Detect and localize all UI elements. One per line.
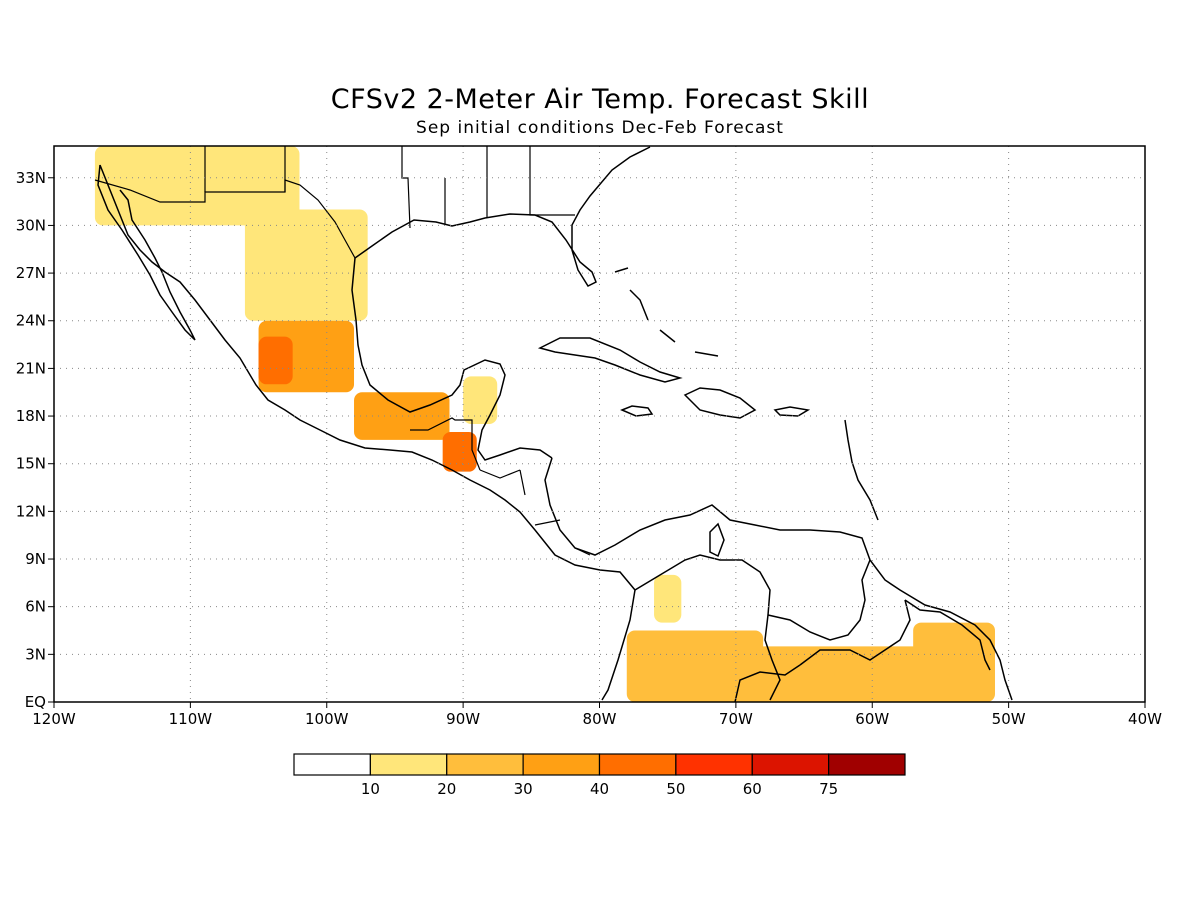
skill-region-sierra-madre-west bbox=[258, 336, 293, 385]
skill-region-northwest-mexico bbox=[94, 146, 300, 226]
skill-region-amazon-west bbox=[626, 630, 764, 702]
x-tick-label: 120W bbox=[32, 710, 76, 728]
colorbar-label: 10 bbox=[361, 780, 380, 798]
colorbar-swatch bbox=[446, 753, 524, 776]
skill-region-yucatan bbox=[463, 376, 498, 424]
colorbar-swatch bbox=[751, 753, 830, 776]
x-tick-label: 40W bbox=[1128, 710, 1162, 728]
colorbar-swatch bbox=[369, 753, 448, 776]
colorbar-label: 75 bbox=[819, 780, 838, 798]
y-tick-label: EQ bbox=[25, 693, 46, 711]
x-tick-label: 60W bbox=[855, 710, 889, 728]
map-title: CFSv2 2-Meter Air Temp. Forecast Skill bbox=[330, 84, 870, 115]
coastlines bbox=[97, 146, 1013, 702]
colorbar: 10 20 30 40 50 60 75 bbox=[293, 753, 906, 798]
y-tick-label: 21N bbox=[16, 359, 46, 377]
y-tick-label: 18N bbox=[16, 407, 46, 425]
skill-region-amazon-east bbox=[749, 646, 941, 702]
y-tick-label: 12N bbox=[16, 502, 46, 520]
y-tick-label: 27N bbox=[16, 264, 46, 282]
map-subtitle: Sep initial conditions Dec-Feb Forecast bbox=[416, 118, 784, 138]
colorbar-swatch bbox=[675, 753, 753, 776]
skill-region-colombia bbox=[654, 574, 682, 623]
x-tick-label: 80W bbox=[583, 710, 617, 728]
colorbar-swatch bbox=[828, 753, 906, 776]
colorbar-label: 50 bbox=[666, 780, 685, 798]
colorbar-swatch bbox=[293, 753, 371, 776]
y-tick-label: 3N bbox=[25, 645, 46, 663]
y-tick-label: 30N bbox=[16, 216, 46, 234]
colorbar-swatch bbox=[598, 753, 677, 776]
colorbar-label: 60 bbox=[743, 780, 762, 798]
y-tick-label: 9N bbox=[25, 550, 46, 568]
x-tick-label: 90W bbox=[446, 710, 480, 728]
skill-region-guiana-east bbox=[913, 622, 995, 702]
x-tick-label: 50W bbox=[992, 710, 1026, 728]
y-tick-label: 15N bbox=[16, 455, 46, 473]
map-frame bbox=[53, 145, 1146, 703]
colorbar-label: 40 bbox=[590, 780, 609, 798]
skill-region-guatemala bbox=[442, 431, 477, 472]
x-tick-label: 70W bbox=[719, 710, 753, 728]
x-tick-label: 110W bbox=[169, 710, 213, 728]
gridlines bbox=[54, 146, 1145, 702]
skill-region-southern-mexico bbox=[354, 392, 450, 440]
y-tick-label: 33N bbox=[16, 169, 46, 187]
colorbar-swatch bbox=[522, 753, 601, 776]
y-tick-label: 6N bbox=[25, 598, 46, 616]
colorbar-label: 30 bbox=[514, 780, 533, 798]
skill-region-northern-mexico bbox=[244, 209, 368, 321]
x-tick-label: 100W bbox=[305, 710, 349, 728]
colorbar-label: 20 bbox=[437, 780, 456, 798]
y-tick-label: 24N bbox=[16, 312, 46, 330]
